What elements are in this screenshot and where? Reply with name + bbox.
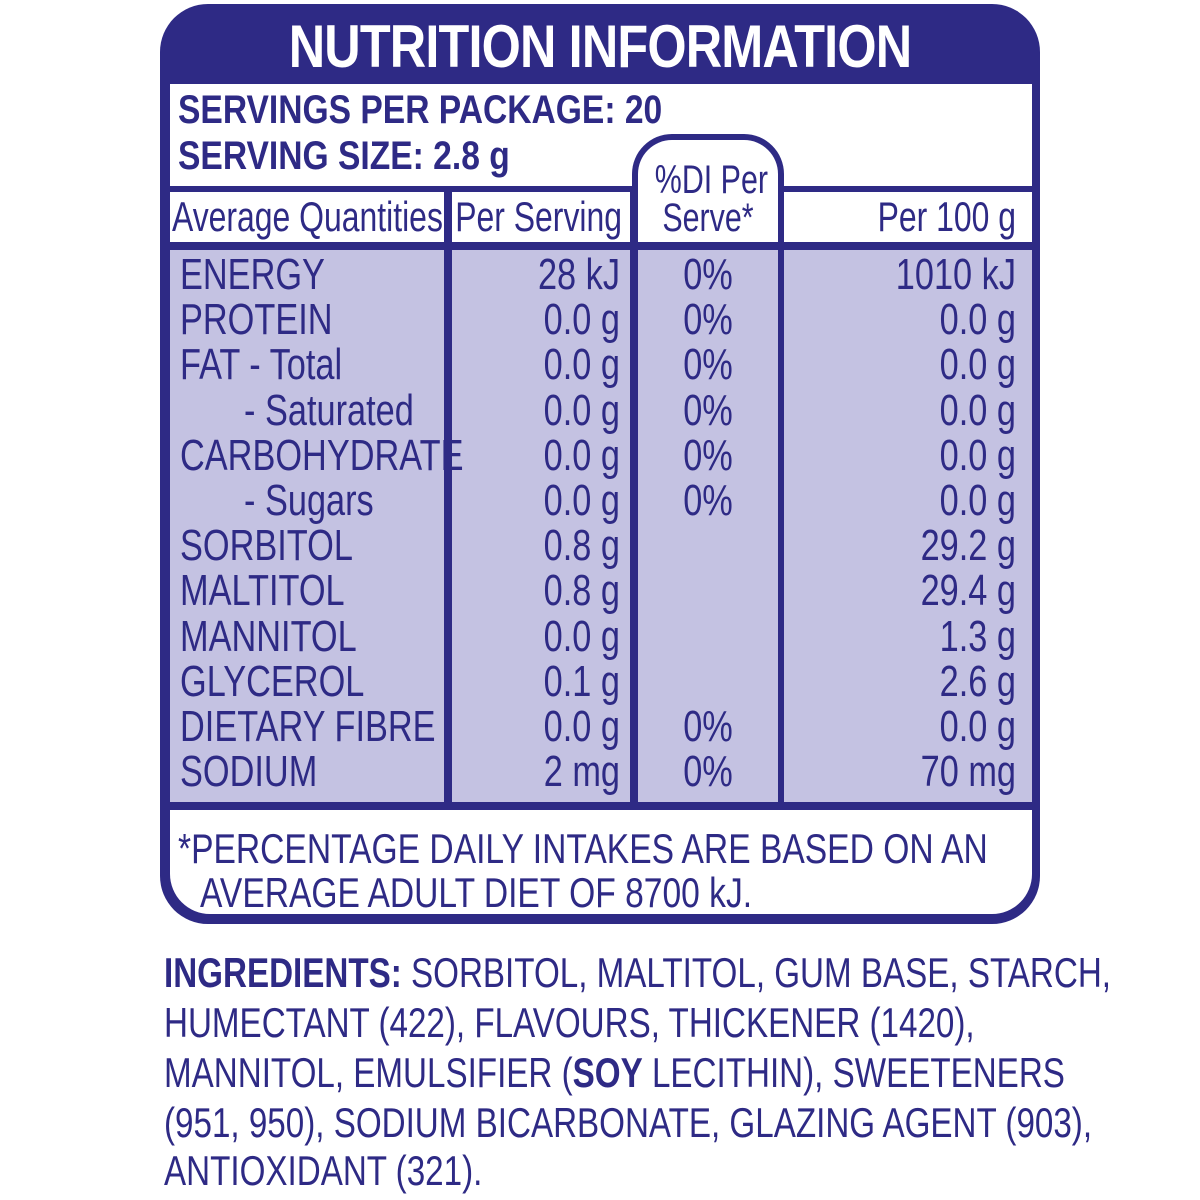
column-per-100g: Per 100 g (877, 193, 1016, 240)
nutrient-di: 0% (683, 295, 733, 345)
nutrient-name: DIETARY FIBRE (180, 702, 436, 751)
nutrient-per-100g: 0.0 g (939, 385, 1016, 435)
nutrient-per-serving: 0.0 g (543, 430, 620, 480)
nutrient-per-100g: 0.0 g (939, 476, 1016, 525)
nutrient-per-serving: 28 kJ (537, 250, 620, 299)
ingredients-line-1: INGREDIENTS: SORBITOL, MALTITOL, GUM BAS… (164, 948, 1111, 998)
serving-size: SERVING SIZE: 2.8 g (178, 134, 510, 178)
allergen-soy: SOY (572, 1049, 643, 1096)
nutrient-per-100g: 0.0 g (939, 430, 1016, 480)
nutrient-per-100g: 0.0 g (939, 340, 1016, 390)
nutrient-per-100g: 70 mg (920, 747, 1016, 797)
nutrient-per-100g: 2.6 g (939, 656, 1016, 706)
footnote-line-2: AVERAGE ADULT DIET OF 8700 kJ. (200, 869, 753, 916)
header-cell-quantities (170, 192, 444, 242)
ingredients-text-1: SORBITOL, MALTITOL, GUM BASE, STARCH, (411, 949, 1112, 996)
nutrient-per-serving: 0.0 g (543, 702, 620, 751)
data-column-per-100g (784, 250, 1032, 802)
nutrient-di: 0% (683, 340, 733, 390)
nutrient-di: 0% (683, 385, 733, 435)
nutrient-di: 0% (683, 747, 733, 797)
column-di-line2: Serve* (662, 196, 754, 240)
nutrient-per-100g: 0.0 g (939, 702, 1016, 751)
nutrient-per-100g: 29.4 g (920, 566, 1016, 616)
nutrient-di: 0% (683, 702, 733, 751)
nutrient-name: MANNITOL (180, 611, 357, 661)
nutrient-name: SORBITOL (180, 521, 353, 571)
servings-area (170, 84, 1032, 186)
header-cell-di (638, 140, 778, 242)
nutrient-per-100g: 1010 kJ (895, 250, 1016, 299)
column-per-serving: Per Serving (455, 193, 622, 240)
nutrient-per-serving: 0.8 g (543, 521, 620, 571)
nutrient-name: SODIUM (180, 747, 318, 797)
nutrient-name: ENERGY (180, 250, 325, 299)
nutrient-per-serving: 0.0 g (543, 385, 620, 435)
nutrient-di: 0% (683, 476, 733, 525)
nutrient-di: 0% (683, 430, 733, 480)
nutrient-per-serving: 0.0 g (543, 611, 620, 661)
nutrient-per-serving: 0.0 g (543, 295, 620, 345)
footnote-area (170, 810, 1032, 914)
data-column-names (170, 250, 444, 802)
ingredients-label: INGREDIENTS: (164, 949, 402, 996)
header-cell-per-serving (452, 192, 630, 242)
nutrient-name: PROTEIN (180, 295, 333, 345)
ingredients-text-3b: LECITHIN), SWEETENERS (642, 1049, 1065, 1096)
column-quantities: Average Quantities (172, 193, 443, 240)
nutrient-per-serving: 0.0 g (543, 340, 620, 390)
nutrient-name: GLYCEROL (180, 656, 365, 706)
nutrient-per-100g: 1.3 g (939, 611, 1016, 661)
ingredients-line-4: (951, 950), SODIUM BICARBONATE, GLAZING … (164, 1099, 1093, 1146)
panel-title: NUTRITION INFORMATION (288, 13, 912, 80)
nutrient-per-serving: 0.0 g (543, 476, 620, 525)
nutrient-per-serving: 0.1 g (543, 656, 620, 706)
nutrient-name: FAT - Total (180, 340, 343, 390)
nutrient-per-serving: 2 mg (543, 747, 620, 797)
ingredients-line-5: ANTIOXIDANT (321). (164, 1147, 483, 1194)
nutrient-name: CARBOHYDRATE (180, 430, 464, 480)
column-di-line1: %DI Per (654, 158, 768, 202)
nutrient-di: 0% (683, 250, 733, 299)
nutrient-per-100g: 29.2 g (920, 521, 1016, 571)
nutrient-name: - Saturated (244, 385, 414, 435)
ingredients-line-2: HUMECTANT (422), FLAVOURS, THICKENER (14… (164, 999, 975, 1046)
nutrient-per-serving: 0.8 g (543, 566, 620, 616)
ingredients-line-3: MANNITOL, EMULSIFIER (SOY LECITHIN), SWE… (164, 1048, 1065, 1098)
ingredients-text-3a: MANNITOL, EMULSIFIER ( (164, 1049, 573, 1096)
servings-per-package: SERVINGS PER PACKAGE: 20 (178, 88, 663, 132)
header-cell-per-100g (784, 192, 1032, 242)
footnote-line-1: *PERCENTAGE DAILY INTAKES ARE BASED ON A… (178, 825, 988, 872)
data-column-di (638, 250, 778, 802)
nutrient-name: - Sugars (244, 476, 374, 525)
data-column-per-serving (452, 250, 630, 802)
nutrient-per-100g: 0.0 g (939, 295, 1016, 345)
nutrient-name: MALTITOL (180, 566, 345, 616)
